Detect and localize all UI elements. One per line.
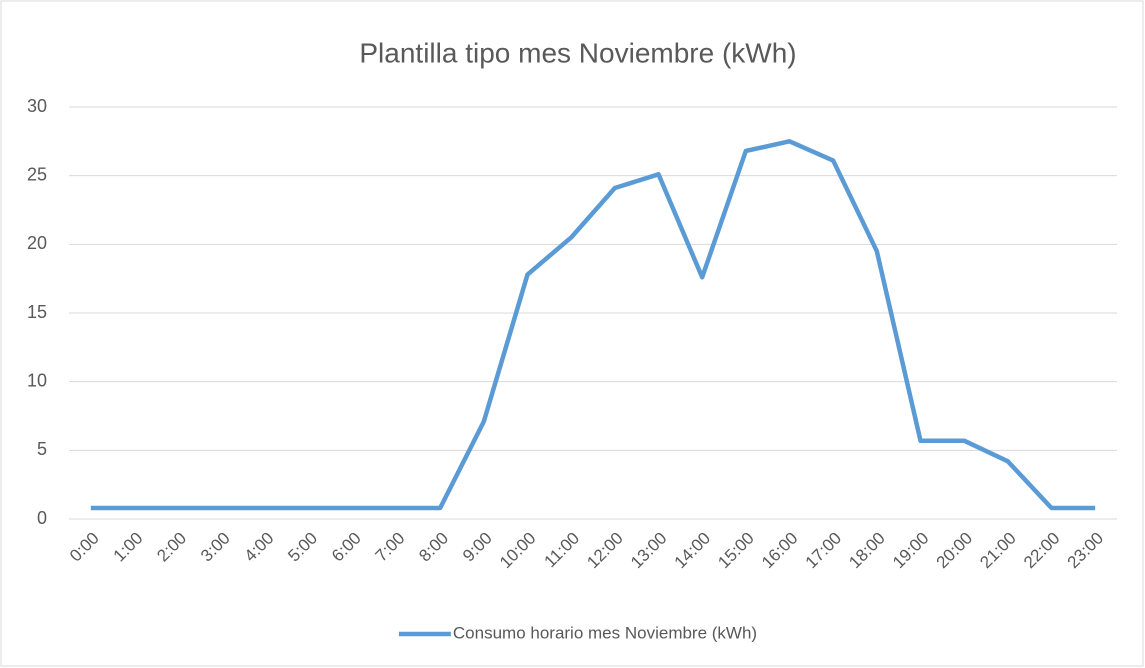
y-tick-label: 10	[27, 370, 47, 390]
y-tick-label: 5	[37, 439, 47, 459]
y-tick-label: 30	[27, 96, 47, 116]
chart-title: Plantilla tipo mes Noviembre (kWh)	[359, 37, 796, 68]
y-tick-label: 0	[37, 508, 47, 528]
y-tick-label: 15	[27, 302, 47, 322]
legend-label: Consumo horario mes Noviembre (kWh)	[453, 623, 757, 642]
y-tick-label: 25	[27, 164, 47, 184]
data-line	[90, 139, 1096, 511]
y-tick-label: 20	[27, 233, 47, 253]
